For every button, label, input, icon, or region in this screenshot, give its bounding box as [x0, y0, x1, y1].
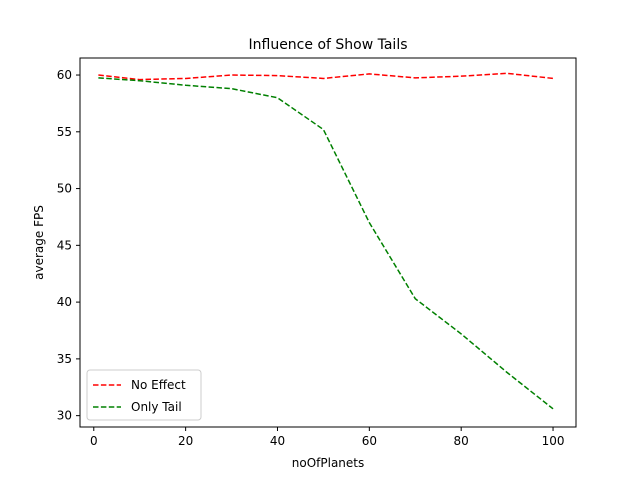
series-line-no-effect	[98, 72, 554, 81]
x-tick-label: 100	[542, 434, 565, 448]
x-tick-label: 80	[454, 434, 469, 448]
legend-label-only-tail: Only Tail	[131, 400, 182, 414]
x-tick-label: 40	[270, 434, 285, 448]
plot-area: 0 20 40 60 80 100 30 35 40 45 50 55 60	[57, 68, 565, 448]
y-tick-label: 40	[57, 295, 72, 309]
x-tick-label: 0	[90, 434, 98, 448]
x-tick-label: 20	[178, 434, 193, 448]
y-tick-label: 35	[57, 352, 72, 366]
legend: No Effect Only Tail	[86, 369, 202, 421]
y-tick-label: 50	[57, 182, 72, 196]
legend-box	[86, 369, 202, 421]
legend-label-no-effect: No Effect	[131, 378, 186, 392]
y-tick-label: 60	[57, 68, 72, 82]
plot-frame	[79, 57, 577, 428]
y-tick-label: 55	[57, 125, 72, 139]
x-tick-label: 60	[362, 434, 377, 448]
y-axis-label: average FPS	[32, 205, 46, 280]
y-tick-label: 45	[57, 238, 72, 252]
y-tick-label: 30	[57, 409, 72, 423]
chart-title: Influence of Show Tails	[249, 37, 408, 53]
x-axis-label: noOfPlanets	[292, 456, 365, 470]
series-line-only-tail	[98, 77, 554, 410]
